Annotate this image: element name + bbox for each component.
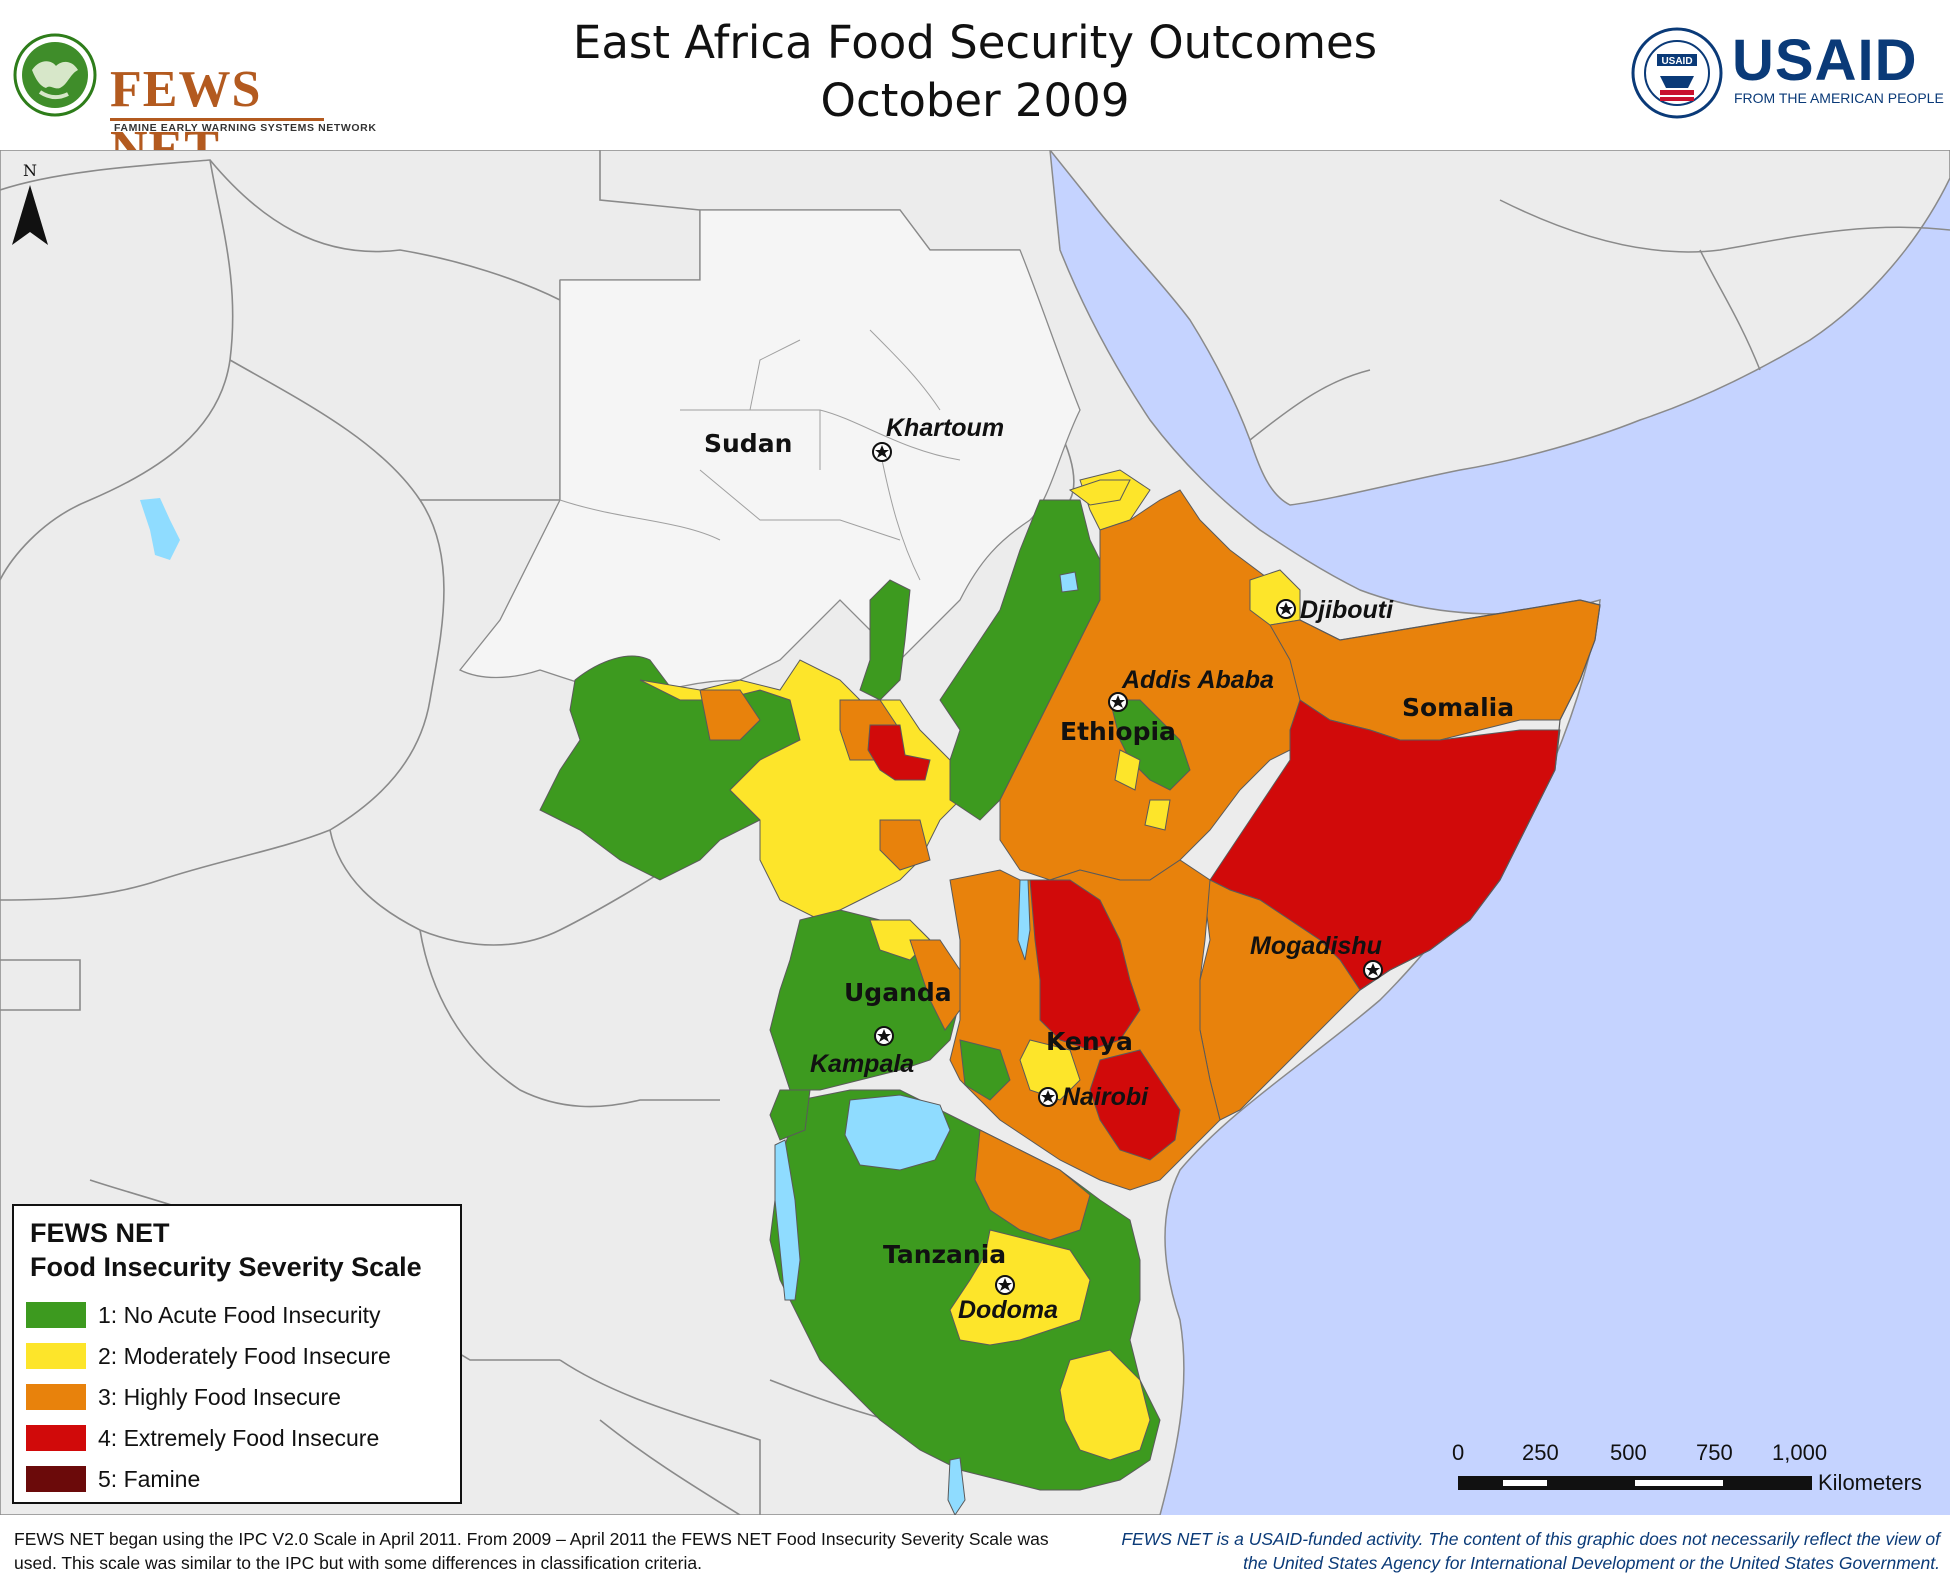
legend-item-phase3: 3: Highly Food Insecure	[26, 1382, 456, 1412]
map-title-line1: East Africa Food Security Outcomes	[572, 16, 1378, 69]
lake-chad	[140, 498, 180, 560]
rwanda-burundi	[769, 1089, 811, 1141]
lake-malawi	[947, 1457, 966, 1515]
scale-bar-graphic	[1458, 1476, 1812, 1490]
tanzania-phase3	[974, 1129, 1091, 1241]
southern-sudan-phase4	[867, 724, 931, 781]
north-arrow: N	[12, 161, 48, 245]
sudan-region	[458, 209, 1081, 701]
scale-unit-label: Kilometers	[1818, 1470, 1922, 1495]
legend-item-phase5: 5: Famine	[26, 1464, 456, 1494]
usaid-logo: USAID USAID FROM THE AMERICAN PEOPLE	[1630, 26, 1944, 119]
capital-markers	[872, 442, 1383, 1295]
fews-net-tagline: FAMINE EARLY WARNING SYSTEMS NETWORK	[114, 122, 377, 134]
legend-label: 1: No Acute Food Insecurity	[98, 1302, 381, 1328]
usaid-wordmark: USAID	[1732, 28, 1918, 93]
lake-victoria	[844, 1094, 951, 1171]
scale-tick-label: 250	[1522, 1440, 1559, 1465]
city-label-khartoum: Khartoum	[886, 414, 1004, 442]
legend-swatch	[26, 1343, 86, 1369]
legend-swatch	[26, 1466, 86, 1492]
lake-turkana	[1017, 879, 1031, 961]
legend-label: 5: Famine	[98, 1466, 201, 1492]
country-label-uganda: Uganda	[844, 978, 952, 1007]
capital-star-icon	[874, 1026, 894, 1046]
city-label-mogadishu: Mogadishu	[1250, 932, 1382, 960]
legend-label: 3: Highly Food Insecure	[98, 1384, 341, 1410]
eritrea-coast-phase2	[1068, 479, 1131, 506]
usaid-tagline: FROM THE AMERICAN PEOPLE	[1734, 90, 1944, 106]
tanzania-phase2	[949, 1229, 1091, 1346]
somalia-coast-outline	[1299, 599, 1601, 991]
capital-star-icon	[1363, 960, 1383, 980]
legend-swatch	[26, 1302, 86, 1328]
arabian-peninsula	[1049, 150, 1950, 506]
footer: FEWS NET began using the IPC V2.0 Scale …	[0, 1515, 1950, 1590]
globe-icon	[13, 33, 97, 117]
scale-tick-label: 750	[1696, 1440, 1733, 1465]
kenya-phase1	[959, 1039, 1011, 1101]
arabia-borders	[1249, 199, 1950, 441]
city-label-dodoma: Dodoma	[958, 1296, 1058, 1324]
legend-swatch	[26, 1384, 86, 1410]
country-label-tanzania: Tanzania	[883, 1240, 1006, 1269]
ethiopia-phase2-central	[1114, 749, 1171, 831]
legend-item-phase2: 2: Moderately Food Insecure	[26, 1341, 456, 1371]
capital-star-icon	[995, 1275, 1015, 1295]
country-label-ethiopia: Ethiopia	[1060, 717, 1176, 746]
severity-legend: FEWS NET Food Insecurity Severity Scale …	[12, 1204, 462, 1504]
capital-star-icon	[1038, 1087, 1058, 1107]
usaid-seal-icon: USAID	[1631, 27, 1723, 119]
legend-item-phase4: 4: Extremely Food Insecure	[26, 1423, 456, 1453]
legend-title-line2: Food Insecurity Severity Scale	[30, 1252, 422, 1282]
capital-star-icon	[872, 442, 892, 462]
country-label-sudan: Sudan	[704, 429, 792, 458]
usaid-seal-text: USAID	[1661, 56, 1692, 67]
city-label-addis-ababa: Addis Ababa	[1121, 666, 1274, 694]
map-title: East Africa Food Security Outcomes Octob…	[0, 14, 1950, 130]
city-label-kampala: Kampala	[810, 1050, 914, 1078]
footer-ipc-note: FEWS NET began using the IPC V2.0 Scale …	[14, 1529, 1049, 1573]
footer-disclaimer: FEWS NET is a USAID-funded activity. The…	[1121, 1529, 1940, 1573]
country-label-somalia: Somalia	[1402, 693, 1514, 722]
southern-sudan-phase1-north	[859, 579, 911, 701]
ethiopia-phase1-central	[1109, 699, 1191, 791]
legend-swatch	[26, 1425, 86, 1451]
capital-star-icon	[1276, 599, 1296, 619]
uganda-phase3	[909, 939, 961, 1031]
capital-star-icon	[1108, 692, 1128, 712]
lake-tanganyika	[774, 1139, 801, 1301]
scale-tick-label: 500	[1610, 1440, 1647, 1465]
country-label-kenya: Kenya	[1046, 1027, 1133, 1056]
lake-tana	[1059, 571, 1079, 593]
scale-bar: 0 250 500 750 1,000 Kilometers	[1440, 1440, 1940, 1500]
north-arrow-letter: N	[23, 161, 37, 180]
legend-title-line1: FEWS NET	[30, 1218, 170, 1248]
legend-label: 2: Moderately Food Insecure	[98, 1343, 391, 1369]
city-label-djibouti: Djibouti	[1300, 596, 1394, 624]
north-arrow-icon	[12, 185, 48, 245]
legend-label: 4: Extremely Food Insecure	[98, 1425, 380, 1451]
tanzania-phase2-south	[1059, 1349, 1151, 1461]
map-header: FEWS NET FAMINE EARLY WARNING SYSTEMS NE…	[0, 0, 1950, 178]
kenya-phase4-east	[1089, 1049, 1181, 1161]
kenya-phase2	[1019, 1039, 1081, 1101]
scale-tick-label: 1,000	[1772, 1440, 1828, 1465]
legend-item-phase1: 1: No Acute Food Insecurity	[26, 1300, 456, 1330]
fews-underline	[110, 118, 324, 121]
city-label-nairobi: Nairobi	[1062, 1083, 1149, 1111]
scale-tick-label: 0	[1452, 1440, 1465, 1465]
sudan-internal-borders	[559, 329, 961, 581]
kenya-phase4-north	[1029, 879, 1141, 1051]
map-title-line2: October 2009	[820, 74, 1130, 127]
